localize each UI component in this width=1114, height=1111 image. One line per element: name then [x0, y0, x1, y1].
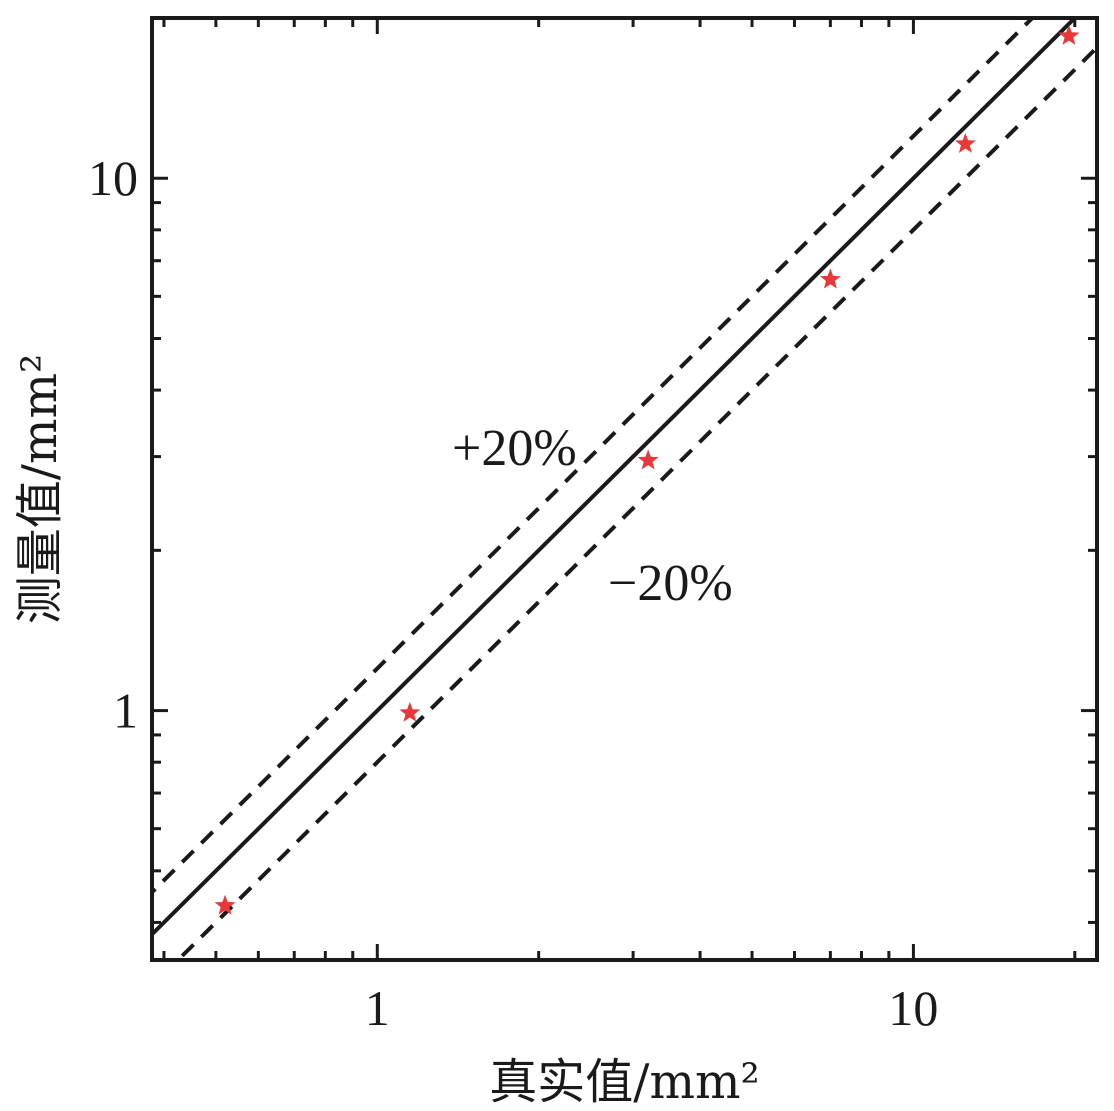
- y-tick-label-10: 10: [88, 150, 138, 206]
- x-axis-title: 真实值/mm²: [489, 1054, 759, 1110]
- y-tick-label-1: 1: [113, 683, 138, 739]
- plot-frame: [150, 16, 1099, 962]
- y-axis-title: 测量值/mm²: [12, 354, 68, 624]
- data-point-star: [954, 132, 976, 153]
- upper-bound-line: [152, 18, 1036, 895]
- data-point-star: [1058, 25, 1080, 45]
- lower-band-label: −20%: [608, 555, 733, 612]
- data-point-star: [637, 449, 659, 470]
- data-points: [214, 25, 1080, 915]
- data-point-star: [214, 894, 236, 915]
- data-point-star: [819, 268, 841, 289]
- x-tick-label-10: 10: [888, 980, 938, 1036]
- axis-ticks: [152, 16, 1097, 960]
- data-point-star: [399, 701, 421, 722]
- upper-band-label: +20%: [452, 420, 577, 477]
- x-tick-label-1: 1: [365, 980, 390, 1036]
